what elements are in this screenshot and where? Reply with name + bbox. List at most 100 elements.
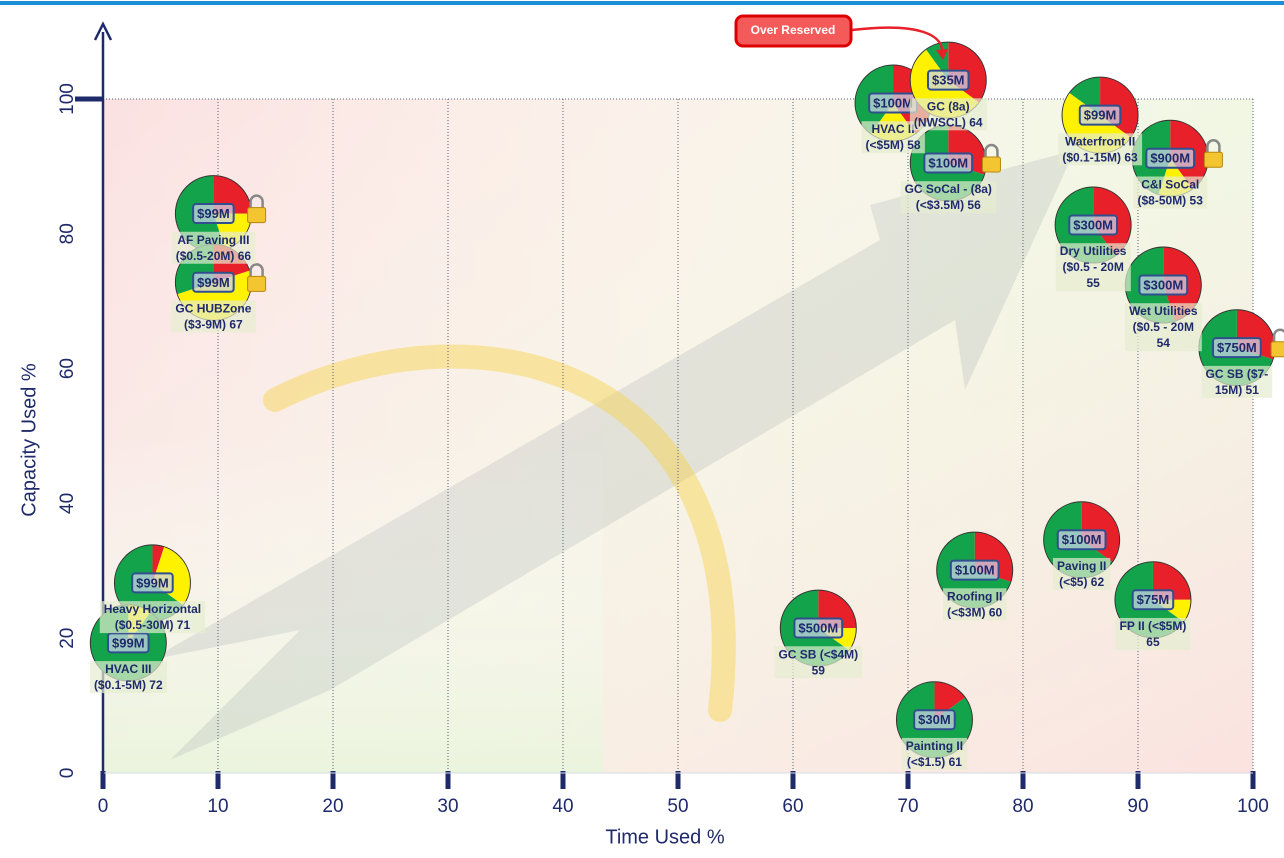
point-label: GC SB ($7- 15M) 51 [1201,365,1273,398]
point-label: C&I SoCal ($8-50M) 53 [1133,176,1208,209]
x-tick-label: 40 [552,796,573,817]
amount-label: $500M [798,621,838,636]
point-name: HVAC II [871,122,914,136]
name-box [943,588,1007,621]
point-label: Paving II (<$5) 62 [1052,557,1111,590]
amount-box [1068,214,1119,236]
amount-box [1078,104,1122,126]
annotation: Over Reserved [734,14,948,60]
x-tick-label: 90 [1127,796,1148,817]
point-name: (<$1.5) 61 [907,755,962,769]
amount-label: $99M [197,206,230,221]
point-name: AF Paving III [177,233,249,247]
point-label: HVAC II (<$5M) 58 [861,121,925,154]
y-tick-label: 40 [57,493,78,514]
amount-box [1056,529,1107,551]
y-tick-label: 0 [57,768,78,779]
y-tick-label: 60 [57,358,78,379]
point-name: (<$3M) 60 [947,605,1002,619]
amount-box [949,559,1000,581]
amount-box [1138,274,1189,296]
amount-box [926,69,970,91]
point-label: GC SoCal - (8a) (<$3.5M) 56 [900,181,996,214]
amount-label: $99M [197,275,230,290]
trend-arrow [150,150,1075,760]
amount-label: $99M [136,575,169,590]
amount-label: $100M [928,155,968,170]
name-box [171,300,256,333]
point-name: GC HUBZone [175,301,251,315]
point-label: Roofing II (<$3M) 60 [943,588,1007,621]
amount-box [1212,337,1262,359]
point-name: 54 [1157,336,1171,350]
amount-box [131,572,174,594]
name-box [1201,365,1273,398]
point-label: Waterfront II ($0.1-15M) 63 [1058,133,1143,166]
x-axis-label: Time Used % [605,826,725,848]
lock-shackle [984,143,999,158]
point-name: ($3-9M) 67 [184,317,243,331]
y-axis-arrow [93,21,113,41]
name-box [1115,617,1191,650]
name-box [1052,557,1111,590]
x-tick-label: 20 [322,796,343,817]
lock-shackle [1206,139,1221,153]
name-box [1125,303,1202,352]
point-name: C&I SoCal [1141,177,1199,191]
amount-label: $99M [1084,108,1117,123]
point-name: Painting II [906,739,963,753]
y-tick-label: 100 [57,83,78,115]
name-box [900,181,996,214]
name-box [909,98,987,131]
lock-icon [247,263,267,292]
lock-icon [1270,328,1284,358]
point-name: (<$5M) 58 [866,138,921,152]
point-name: ($0.1-5M) 72 [94,678,163,692]
y-axis-label: Capacity Used % [18,363,40,517]
point-label: Painting II (<$1.5) 61 [901,737,968,770]
point-name: ($0.5-20M) 66 [176,249,252,263]
annotation-text: Over Reserved [751,23,836,37]
lock-body [1203,151,1223,168]
point-name: (<$5) 62 [1059,575,1104,589]
name-box [89,661,167,694]
amount-label: $35M [932,73,965,88]
name-box [774,646,863,679]
point-name: 55 [1086,276,1100,290]
point-label: GC SB (<$4M) 59 [774,646,863,679]
point-label: FP II (<$5M) 65 [1115,617,1191,650]
amount-label: $100M [1062,532,1102,547]
amount-box [923,152,974,174]
amount-box [793,617,844,639]
amount-box [192,271,235,293]
point-label: GC HUBZone ($3-9M) 67 [171,300,256,333]
point-name: Waterfront II [1065,134,1135,148]
amount-box [913,709,956,731]
amount-box [107,632,150,654]
point-name: (<$3.5M) 56 [916,198,981,212]
amount-label: $750M [1217,340,1257,355]
name-box [1055,243,1131,292]
point-name: ($0.5 - 20M [1133,320,1194,334]
lock-shackle [249,194,264,208]
amount-label: $900M [1150,151,1190,166]
point-name: 59 [812,663,826,677]
x-tick-label: 30 [437,796,458,817]
point-name: ($8-50M) 53 [1138,193,1204,207]
x-tick-label: 70 [897,796,918,817]
x-tick-label: 0 [98,796,109,817]
point-label: AF Paving III ($0.5-20M) 66 [171,231,256,264]
point-label: Wet Utilities ($0.5 - 20M 54 [1125,303,1202,352]
amount-label: $75M [1137,592,1170,607]
point-name: GC SB (<$4M) [778,647,858,661]
y-tick-label: 20 [57,628,78,649]
lock-shackle [1272,328,1284,342]
amount-label: $100M [955,563,995,578]
lock-shackle [249,263,264,277]
amount-label: $100M [873,95,913,110]
x-tick-label: 50 [667,796,688,817]
lock-icon [247,194,267,224]
point-name: 15M) 51 [1215,383,1259,397]
point-label: GC (8a) (NWSCL) 64 [909,98,987,131]
